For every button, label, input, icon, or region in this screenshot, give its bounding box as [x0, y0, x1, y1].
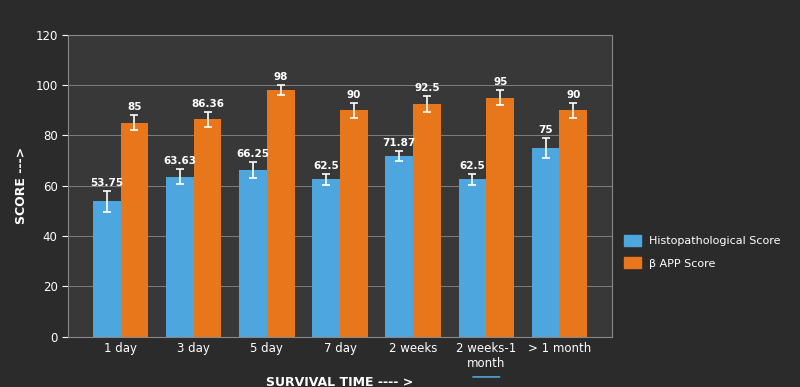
Bar — [121, 123, 148, 337]
Bar — [267, 90, 294, 337]
Text: 63.63: 63.63 — [163, 156, 196, 166]
Text: 85: 85 — [127, 102, 142, 112]
X-axis label: SURVIVAL TIME ---- >: SURVIVAL TIME ---- > — [266, 377, 414, 387]
Text: 95: 95 — [493, 77, 507, 87]
Text: 98: 98 — [274, 72, 288, 82]
Text: 92.5: 92.5 — [414, 84, 440, 93]
Bar — [486, 98, 514, 337]
Bar — [166, 176, 194, 337]
Bar — [194, 120, 222, 337]
Text: 53.75: 53.75 — [90, 178, 123, 188]
Text: 71.87: 71.87 — [382, 138, 416, 148]
Text: 66.25: 66.25 — [237, 149, 270, 159]
Bar — [312, 180, 340, 337]
Bar — [532, 148, 559, 337]
Text: 75: 75 — [538, 125, 553, 135]
Legend: Histopathological Score, β APP Score: Histopathological Score, β APP Score — [618, 229, 786, 274]
Text: 62.5: 62.5 — [459, 161, 486, 171]
Bar — [458, 180, 486, 337]
Bar — [413, 104, 441, 337]
Text: 90: 90 — [566, 90, 581, 100]
Text: 90: 90 — [346, 90, 361, 100]
Y-axis label: SCORE --->: SCORE ---> — [15, 147, 28, 224]
Bar — [239, 170, 267, 337]
Bar — [340, 110, 368, 337]
Bar — [386, 156, 413, 337]
Bar — [559, 110, 587, 337]
Text: 86.36: 86.36 — [191, 99, 224, 109]
Bar — [93, 202, 121, 337]
Text: 62.5: 62.5 — [314, 161, 339, 171]
